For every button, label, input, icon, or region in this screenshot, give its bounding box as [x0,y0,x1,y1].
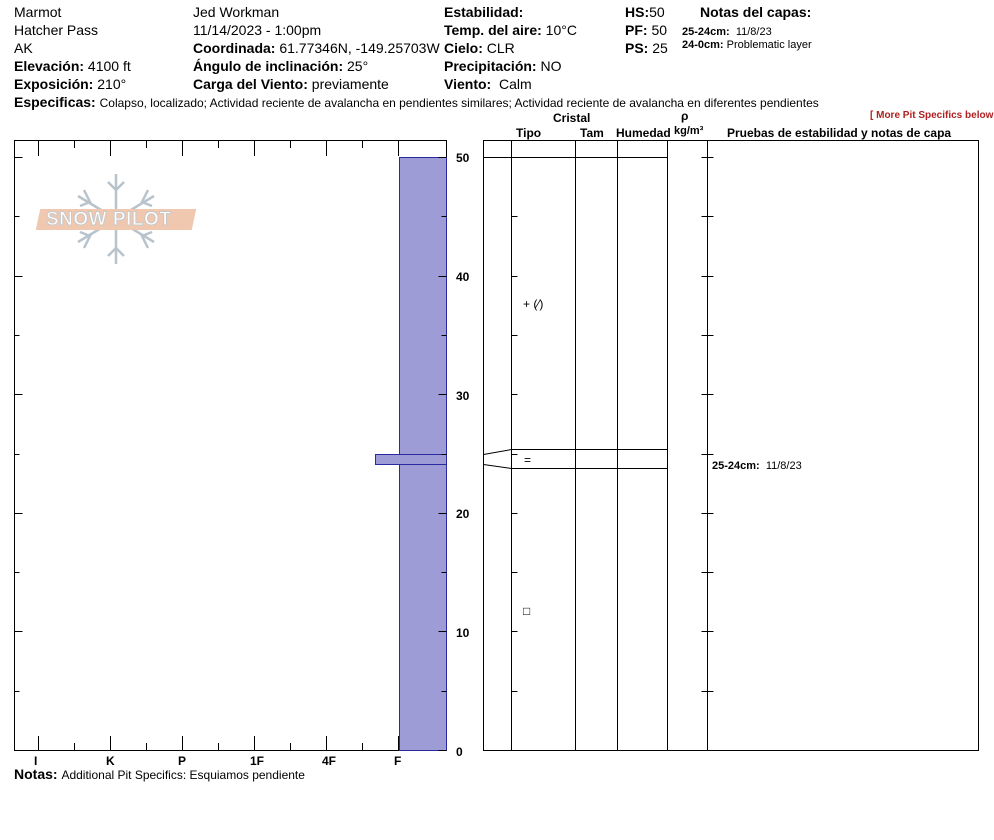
wind: Viento: Calm [444,76,532,92]
grain-symbol: □ [523,604,531,618]
hardness-panel [14,140,447,751]
ps: PS: 25 [625,40,668,56]
slope-angle: Ángulo de inclinación: 25° [193,58,369,74]
hardness-label: K [106,754,115,768]
snowpilot-logo: SNOW PILOT [35,170,197,268]
location: Marmot [14,4,62,20]
hardness-label: 4F [322,754,337,768]
layer-note: 24-0cm: Problematic layer [682,39,812,51]
specifics: Especificas: Colapso, localizado; Activi… [14,94,819,110]
layer-note: 25-24cm: 11/8/23 [682,26,772,38]
state: AK [14,40,33,56]
hardness-label: I [34,754,38,768]
col-type: Tipo [516,126,542,140]
wind-loading: Carga del Viento: previamente [193,76,389,92]
depth-label: 10 [456,626,470,640]
stability-label: Estabilidad: [444,4,524,20]
coordinates: Coordinada: 61.77346N, -149.25703W [193,40,440,56]
layer-boundary [483,464,668,469]
depth-label: 0 [456,745,463,759]
sky: Cielo: CLR [444,40,515,56]
layer-boundary [483,449,668,455]
grain-symbol: = [524,453,532,467]
hardness-label: F [394,754,402,768]
layer-annotation: 25-24cm: 11/8/23 [712,460,802,472]
datetime: 11/14/2023 - 1:00pm [193,22,322,38]
elevation: Elevación: 4100 ft [14,58,131,74]
col-rho: ρ [681,109,689,123]
col-crystal: Cristal [553,111,591,125]
pf: PF: 50 [625,22,668,38]
layer-notes-title: Notas del capas: [700,4,812,20]
hardness-bar [375,454,447,465]
layer-table [483,140,979,751]
precipitation: Precipitación: NO [444,58,562,74]
logo-text: SNOW PILOT [45,209,172,230]
depth-label: 40 [456,270,470,284]
hardness-label: 1F [250,754,265,768]
depth-label: 20 [456,507,470,521]
air-temp: Temp. del aire: 10°C [444,22,577,38]
hardness-label: P [178,754,187,768]
col-tests: Pruebas de estabilidad y notas de capa [727,126,952,140]
notes: Notas: Additional Pit Specifics: Esquiam… [14,766,305,782]
depth-label: 30 [456,389,470,403]
aspect: Exposición: 210° [14,76,127,92]
more-specifics-link[interactable]: [ More Pit Specifics below ] [870,110,994,121]
depth-label: 50 [456,151,470,165]
col-moisture: Humedad [616,126,671,140]
grain-symbol: + (⁄) [523,297,544,311]
col-density-unit: kg/m³ [674,125,704,137]
hs: HS:50 [625,4,665,20]
area: Hatcher Pass [14,22,99,38]
col-size: Tam [580,126,604,140]
observer: Jed Workman [193,4,280,20]
